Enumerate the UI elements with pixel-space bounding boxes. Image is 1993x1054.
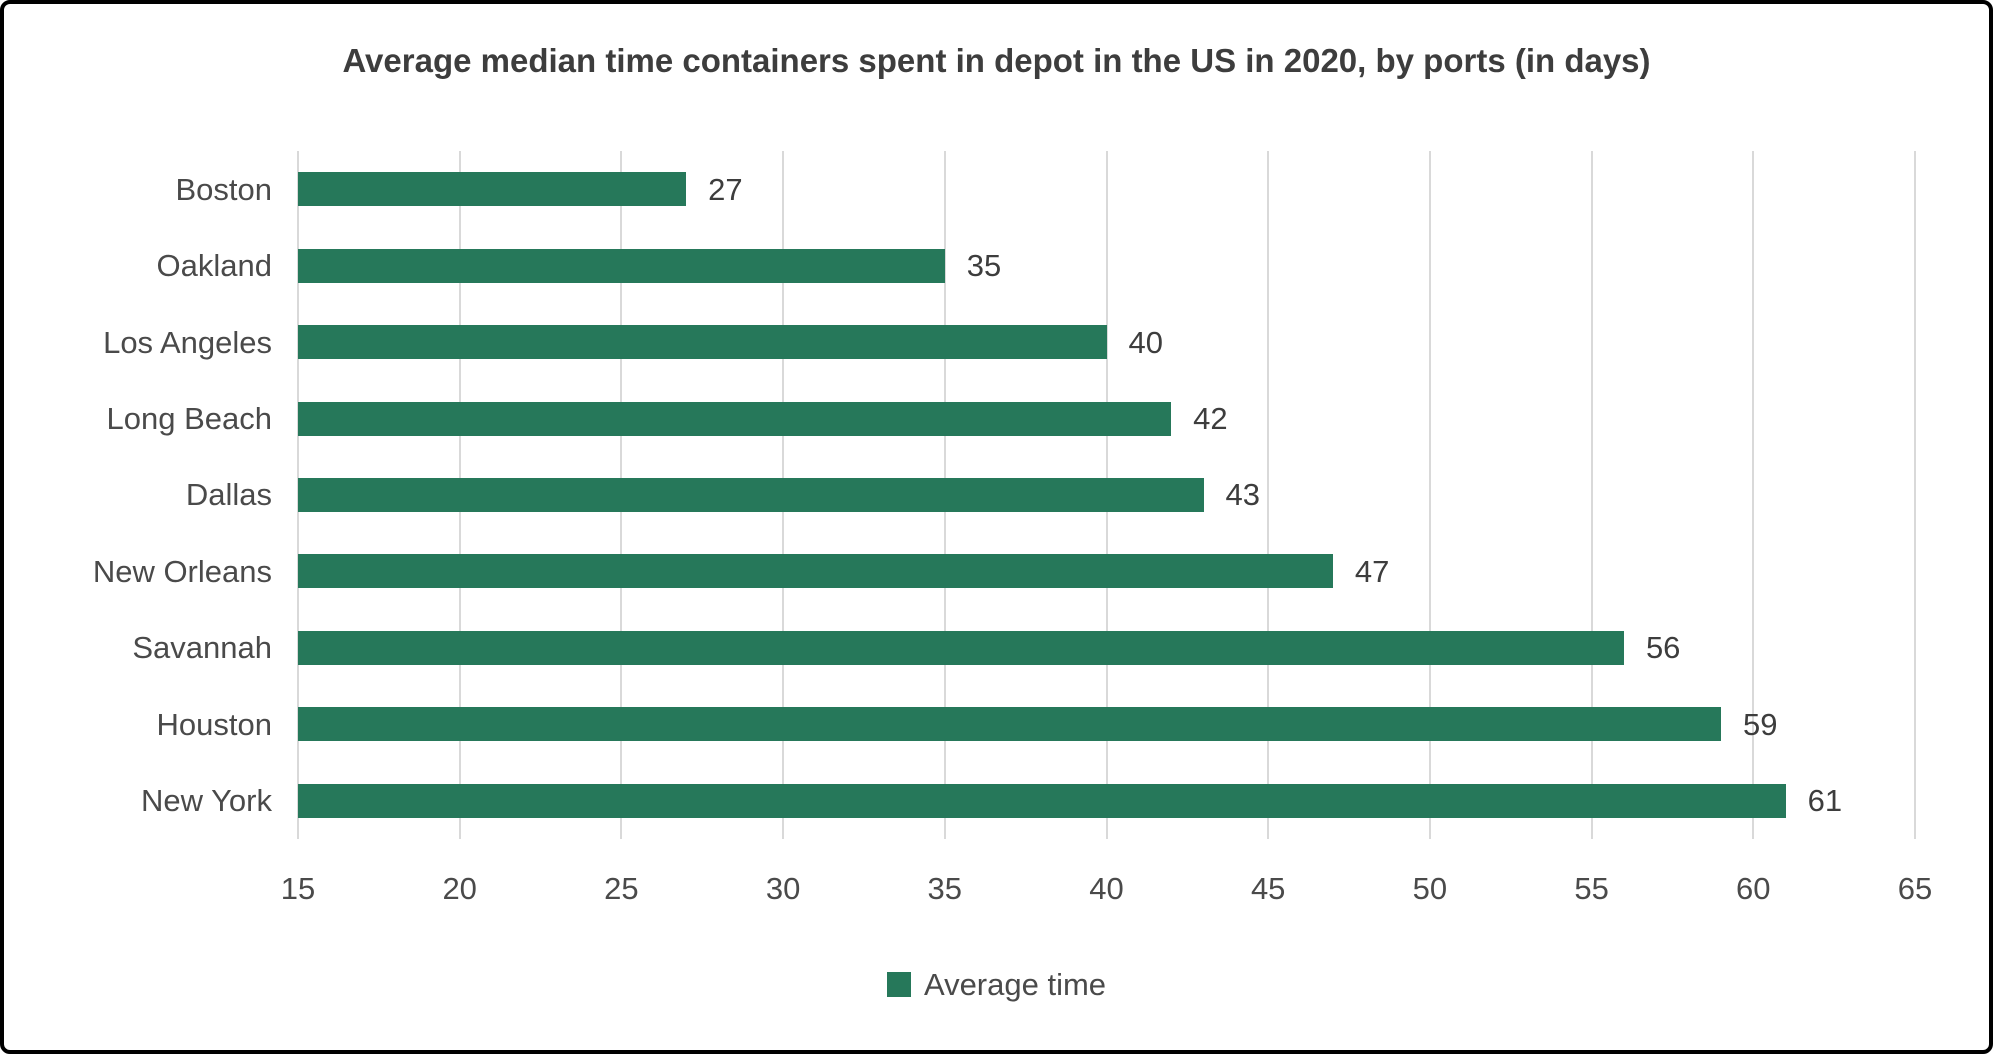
bar-dallas [298, 477, 1204, 512]
legend-series-label: Average time [923, 966, 1107, 1002]
category-label: Savannah [132, 630, 272, 666]
gridline-x-45 [1267, 151, 1270, 839]
category-label: Los Angeles [103, 324, 272, 360]
plot-area: Boston 27 Oakland 35 Los Angeles 40 Long Beach… [93, 151, 1916, 839]
gridline-x-65 [1914, 151, 1916, 839]
bar-oakland [298, 248, 945, 283]
bar-new-orleans [298, 554, 1333, 589]
value-label: 59 [1742, 706, 1778, 742]
gridline-x-60 [1752, 151, 1755, 839]
legend: Average time [4, 967, 1989, 1001]
bar-row: New Orleans 47 [93, 533, 1915, 609]
x-tick-label-50: 50 [1412, 871, 1448, 906]
x-tick-label-15: 15 [280, 871, 316, 906]
x-tick-label-55: 55 [1574, 871, 1609, 906]
legend-series-swatch-icon [886, 971, 911, 997]
value-label: 43 [1225, 477, 1260, 513]
bar-row: Boston 27 [175, 151, 1915, 227]
x-axis-tick-labels: 15 20 25 30 35 40 45 50 55 60 65 [281, 871, 1932, 913]
gridline-x-50 [1428, 151, 1431, 839]
bar-row: Savannah 56 [132, 610, 1915, 686]
value-label: 61 [1807, 783, 1843, 819]
bar-new-york [298, 783, 1786, 818]
bar-savannah [298, 630, 1624, 665]
x-tick-label-60: 60 [1736, 871, 1771, 906]
x-tick-label-20: 20 [442, 871, 477, 906]
value-label: 40 [1128, 324, 1163, 360]
x-tick-label-30: 30 [765, 871, 801, 906]
bar-row: Long Beach 42 [107, 380, 1915, 456]
bar-row: New York 61 [141, 763, 1915, 839]
category-label: New York [141, 783, 272, 819]
bar-rows-layer: Boston 27 Oakland 35 Los Angeles 40 Long Beach… [93, 151, 1915, 839]
category-label: Oakland [156, 248, 272, 284]
chart-title: Average median time containers spent in … [342, 42, 1651, 79]
value-label: 42 [1193, 401, 1228, 437]
x-tick-label-45: 45 [1250, 871, 1286, 906]
value-label: 27 [708, 171, 743, 207]
category-label: Houston [156, 706, 272, 742]
x-tick-label-25: 25 [604, 871, 639, 906]
x-tick-label-35: 35 [927, 871, 963, 906]
category-label: Boston [175, 171, 272, 207]
category-label: Long Beach [106, 401, 272, 437]
bar-boston [298, 172, 687, 207]
bar-row: Houston 59 [157, 686, 1915, 762]
bar-los-angeles [298, 325, 1107, 360]
bar-row: Oakland 35 [157, 227, 1915, 303]
x-tick-label-65: 65 [1897, 871, 1933, 906]
value-label: 47 [1354, 553, 1390, 589]
category-label: New Orleans [92, 553, 272, 589]
x-tick-label-40: 40 [1089, 871, 1124, 906]
bar-row: Los Angeles 40 [103, 304, 1915, 380]
value-label: 35 [966, 248, 1002, 284]
bar-row: Dallas 43 [186, 457, 1915, 533]
category-label: Dallas [185, 477, 272, 513]
value-label: 56 [1645, 630, 1681, 666]
bar-houston [298, 707, 1721, 742]
gridline-x-55 [1590, 151, 1593, 839]
bar-long-beach [298, 401, 1172, 436]
